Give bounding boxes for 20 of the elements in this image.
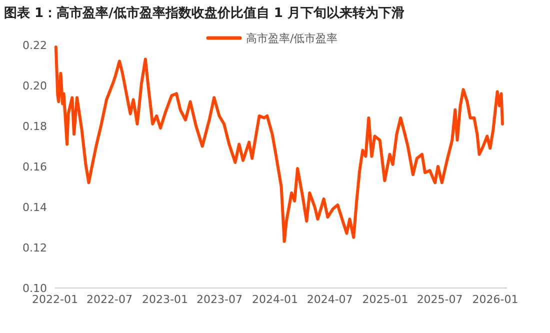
x-tick-label: 2023-01 xyxy=(142,293,188,306)
x-tick-label: 2023-07 xyxy=(196,293,243,306)
legend-label: 高市盈率/低市盈率 xyxy=(246,32,338,45)
x-tick-label: 2024-07 xyxy=(306,293,353,306)
chart-title: 图表 1：高市盈率/低市盈率指数收盘价比值自 1 月下旬以来转为下滑 xyxy=(4,5,404,21)
y-tick-label: 0.20 xyxy=(22,80,47,92)
y-tick-label: 0.18 xyxy=(22,120,47,133)
line-series xyxy=(54,46,504,243)
x-tick-label: 2025-07 xyxy=(416,293,463,306)
y-tick-label: 0.22 xyxy=(22,39,47,52)
y-tick-label: 0.16 xyxy=(22,160,47,174)
y-tick-label: 0.12 xyxy=(22,242,47,254)
y-tick-label: 0.14 xyxy=(22,201,47,214)
x-tick-label: 2025-01 xyxy=(362,293,408,306)
x-tick-label: 2022-01 xyxy=(32,293,78,306)
x-tick-label: 2026-01 xyxy=(472,293,518,306)
x-tick-label: 2022-07 xyxy=(86,293,133,306)
x-tick-label: 2024-01 xyxy=(252,293,298,306)
y-tick-label: 0.10 xyxy=(22,282,47,295)
legend: 高市盈率/低市盈率 xyxy=(206,32,338,45)
